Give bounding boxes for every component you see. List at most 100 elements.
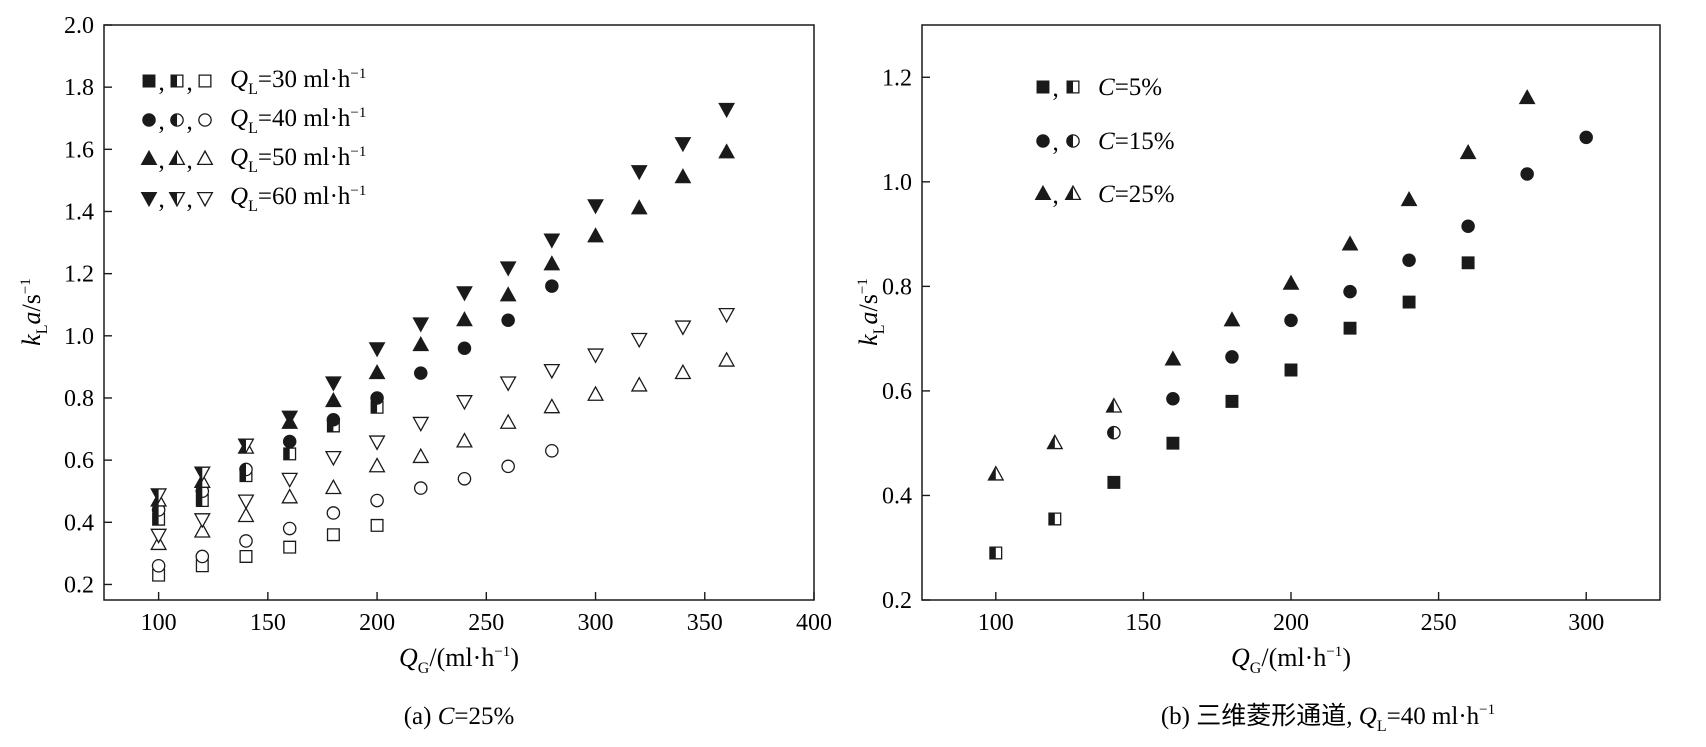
data-point-a-s2-2 (239, 549, 253, 563)
data-point-a-s7-1 (193, 466, 211, 482)
x-tick-label-a-4: 300 (578, 610, 614, 636)
data-point-a-s3-7 (457, 471, 472, 486)
data-point-b-s3-4 (1402, 253, 1416, 267)
legend-markers-b: ,,, (1034, 75, 1082, 209)
x-tick-label-a-0: 100 (141, 610, 177, 636)
legend-marker-a-3-1 (168, 191, 186, 208)
data-point-a-s3-8 (501, 459, 515, 474)
legend-marker-a-2-2 (196, 149, 214, 166)
legend-marker-a-2-0 (140, 149, 158, 165)
data-point-a-s1-0 (150, 528, 168, 544)
data-point-b-s5-6 (1518, 89, 1536, 105)
legend-markers-a: ,,,,,,,, (140, 69, 214, 213)
legend-sep-b-1-0: , (1053, 129, 1059, 156)
data-point-a-s10-9 (674, 137, 692, 153)
y-tick-label-a-4: 1.0 (64, 324, 94, 350)
data-point-b-s1-5 (1402, 295, 1416, 309)
legend-marker-a-2-1 (168, 149, 186, 166)
data-point-a-s1-2 (237, 494, 255, 510)
legend-sep-a-3-1: , (187, 186, 193, 213)
data-point-b-s1-3 (1284, 363, 1298, 377)
data-point-a-s2-3 (283, 540, 297, 554)
data-point-b-s1-0 (1107, 475, 1121, 489)
legend-marker-a-1-2 (198, 113, 212, 127)
data-point-a-s10-5 (499, 261, 517, 277)
data-point-a-s0-10 (587, 385, 604, 401)
data-point-a-s2-5 (370, 518, 384, 532)
x-tick-label-b-0: 100 (978, 610, 1014, 636)
data-point-a-s10-0 (281, 410, 299, 426)
data-point-a-s10-1 (325, 376, 342, 392)
data-point-a-s1-10 (587, 348, 604, 364)
caption-b: (b) 三维菱形通道, QL=40 ml·h−1 (1161, 702, 1495, 735)
legend-sep-b-0-0: , (1053, 75, 1059, 102)
data-point-a-s5-2 (239, 462, 253, 477)
data-point-a-s0-8 (499, 413, 517, 429)
data-point-b-s3-6 (1520, 167, 1534, 181)
data-point-a-s3-3 (282, 521, 297, 536)
y-tick-label-a-3: 0.8 (64, 386, 94, 412)
data-point-b-s1-4 (1343, 321, 1357, 335)
legend-sep-a-0-1: , (187, 69, 193, 96)
legend-marker-b-2-0 (1034, 184, 1052, 200)
data-point-a-s1-12 (674, 320, 692, 336)
legend-marker-b-2-1 (1064, 184, 1082, 201)
data-point-a-s3-2 (239, 534, 253, 548)
data-point-a-s9-3 (412, 336, 430, 352)
legend-label-b-1: C=5% (1098, 74, 1162, 101)
legend-sep-a-1-1: , (187, 108, 193, 135)
data-point-a-s3-0 (151, 559, 166, 573)
legend-a: ,,,,,,,, QL=30 ml·h−1 QL=40 ml·h−1 QL=50… (140, 66, 366, 215)
y-axis-label-b: kLa/s−1 (854, 278, 888, 346)
legend-marker-a-3-0 (140, 192, 158, 208)
data-point-a-s3-4 (326, 506, 341, 520)
data-point-a-s9-10 (718, 143, 735, 159)
caption-a: (a) C=25% (404, 703, 515, 730)
data-point-a-s10-10 (718, 102, 735, 119)
data-point-b-s1-6 (1461, 256, 1475, 270)
legend-marker-b-0-1 (1066, 80, 1080, 94)
chart-panel-a: 100 150 200 250 300 350 400 0.2 0.4 0.6 0.8 1.0 1.2 1… (17, 13, 832, 730)
legend-marker-a-1-1 (170, 113, 184, 127)
data-point-b-s5-3 (1341, 235, 1359, 251)
data-point-b-s0-1 (1048, 512, 1062, 526)
data-point-a-s0-13 (718, 351, 736, 367)
data-point-a-s10-2 (368, 342, 386, 358)
data-point-a-s1-4 (324, 450, 342, 467)
y-tick-label-a-7: 1.6 (64, 137, 94, 163)
data-point-b-s4-1 (1046, 433, 1064, 450)
data-point-a-s10-4 (456, 286, 473, 302)
data-points-b (987, 89, 1593, 560)
y-tick-label-a-6: 1.4 (64, 199, 94, 225)
data-points-a (150, 102, 736, 582)
y-tick-label-b-4: 1.0 (882, 170, 912, 196)
data-point-a-s9-9 (674, 168, 692, 184)
data-point-a-s9-7 (587, 227, 604, 243)
legend-label-b-2: C=15% (1098, 128, 1175, 155)
legend-marker-b-1-1 (1066, 134, 1080, 148)
data-point-a-s8-2 (370, 391, 384, 405)
legend-b: ,,, C=5% C=15% C=25% (1034, 74, 1175, 209)
x-axis-label-b: QG/(ml·h−1) (1231, 643, 1351, 677)
data-point-a-s0-7 (456, 432, 473, 448)
x-tick-label-a-3: 250 (468, 610, 504, 636)
x-axis-label-a: QG/(ml·h−1) (399, 643, 519, 677)
data-point-b-s5-1 (1223, 311, 1241, 327)
legend-marker-a-0-0 (142, 74, 156, 88)
data-point-a-s7-2 (237, 438, 255, 454)
data-point-a-s4-5 (370, 400, 384, 414)
legend-label-a-3: QL=50 ml·h−1 (230, 144, 366, 176)
legend-sep-a-2-0: , (159, 147, 165, 174)
y-tick-label-b-3: 0.8 (882, 274, 912, 300)
x-tick-label-b-2: 200 (1273, 610, 1309, 636)
data-point-b-s3-5 (1461, 219, 1475, 234)
data-point-a-s0-4 (324, 478, 342, 495)
legend-label-a-1: QL=30 ml·h−1 (230, 66, 366, 98)
data-point-a-s10-7 (587, 199, 604, 215)
data-point-a-s8-6 (545, 279, 559, 293)
data-point-a-s0-6 (412, 447, 430, 464)
data-point-b-s0-0 (989, 546, 1003, 560)
data-point-b-s5-2 (1282, 274, 1300, 290)
legend-label-a-2: QL=40 ml·h−1 (230, 105, 366, 137)
